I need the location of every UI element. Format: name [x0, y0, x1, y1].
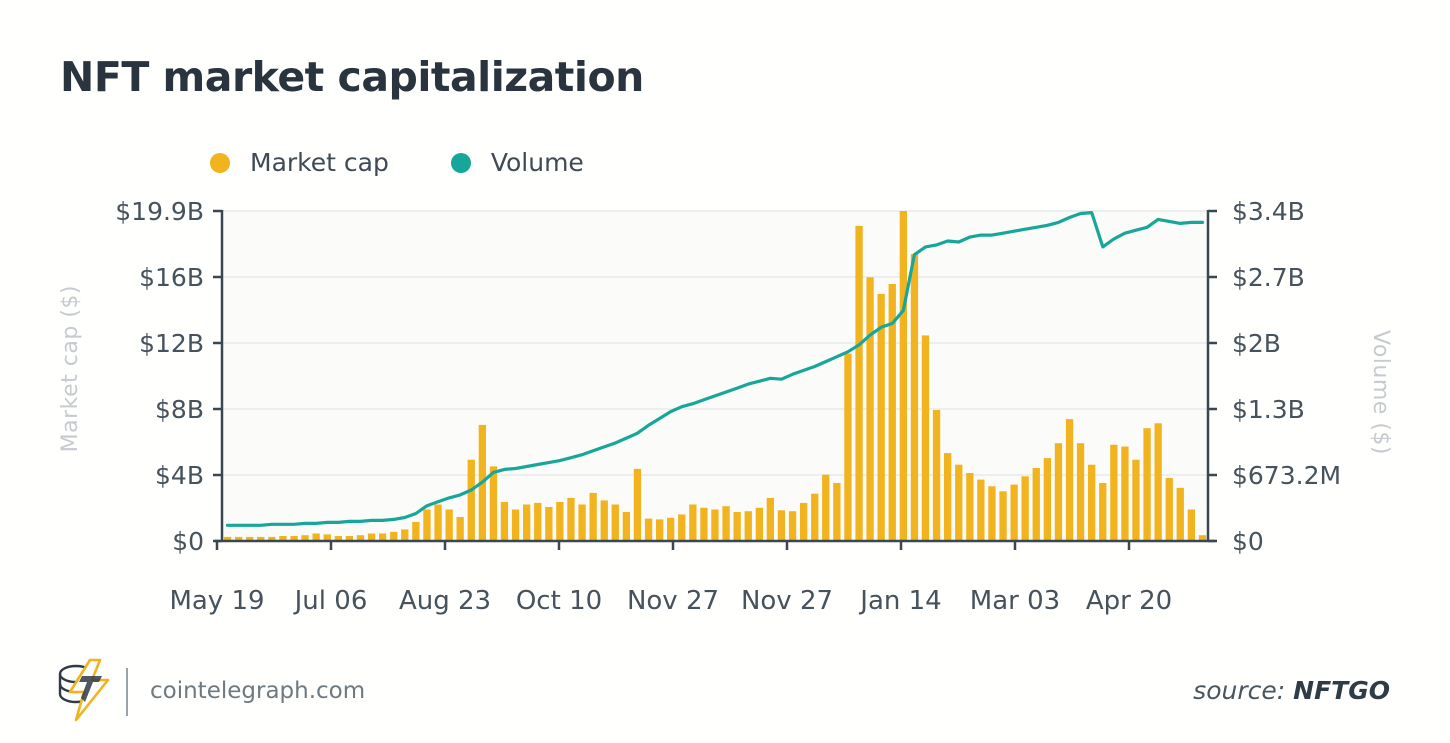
svg-text:May 19: May 19 [169, 586, 264, 616]
source-name: NFTGO [1293, 676, 1390, 705]
svg-text:Apr 20: Apr 20 [1086, 586, 1172, 616]
svg-text:Aug 23: Aug 23 [399, 586, 491, 616]
legend-item-market-cap: Market cap [210, 148, 389, 177]
svg-text:$8B: $8B [155, 395, 204, 424]
footer-divider [126, 668, 128, 716]
svg-text:$12B: $12B [139, 329, 204, 358]
svg-text:$4B: $4B [155, 461, 204, 490]
svg-text:$2.7B: $2.7B [1232, 263, 1305, 292]
svg-text:$19.9B: $19.9B [115, 197, 204, 226]
source-credit: source: NFTGO [1193, 676, 1390, 705]
svg-text:$1.3B: $1.3B [1232, 395, 1305, 424]
market-cap-dot-icon [210, 152, 230, 173]
svg-text:$16B: $16B [139, 263, 204, 292]
page-title: NFT market capitalization [60, 53, 644, 102]
legend-item-volume: Volume [450, 148, 584, 177]
market-cap-volume-chart: $19.9B $16B $12B $8B $4B $0 $3.4B $2.7B $2B $1.3B… [115, 197, 1341, 616]
svg-text:$0: $0 [1232, 527, 1264, 556]
volume-dot-icon [450, 152, 471, 173]
legend-label-volume: Volume [490, 148, 584, 177]
volume-line [225, 211, 1205, 527]
market-cap-bars [223, 211, 1207, 541]
svg-text:$2B: $2B [1232, 329, 1281, 358]
svg-text:Jul 06: Jul 06 [293, 586, 368, 616]
plot-area [222, 211, 1208, 541]
legend-label-market-cap: Market cap [250, 148, 389, 177]
gridlines [222, 210, 1208, 476]
svg-text:$3.4B: $3.4B [1232, 197, 1305, 226]
svg-text:Nov 27: Nov 27 [627, 586, 719, 616]
cointelegraph-logo [58, 658, 110, 722]
footer: cointelegraph.com source: NFTGO [0, 648, 1450, 743]
source-prefix: source: [1193, 676, 1286, 705]
svg-text:$673.2M: $673.2M [1232, 461, 1341, 490]
right-axis-tick-labels: $3.4B $2.7B $2B $1.3B $673.2M $0 [1232, 197, 1341, 556]
axes [213, 209, 1217, 550]
svg-text:Jan 14: Jan 14 [858, 586, 941, 616]
svg-text:Nov 27: Nov 27 [741, 586, 833, 616]
svg-text:$0: $0 [172, 527, 204, 556]
footer-site-label: cointelegraph.com [150, 678, 366, 704]
chart-legend: Market cap Volume [210, 148, 584, 177]
svg-text:Mar 03: Mar 03 [970, 586, 1060, 616]
svg-text:Oct 10: Oct 10 [516, 586, 602, 616]
x-axis-tick-labels: May 19 Jul 06 Aug 23 Oct 10 Nov 27 Nov 27 Jan … [169, 586, 1172, 616]
left-axis-tick-labels: $19.9B $16B $12B $8B $4B $0 [115, 197, 204, 556]
right-axis-title: Volume ($) [1368, 330, 1393, 455]
